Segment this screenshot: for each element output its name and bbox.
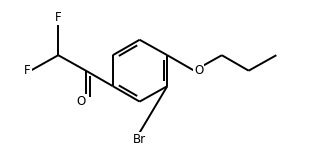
Text: Br: Br	[133, 132, 146, 146]
Text: F: F	[24, 64, 30, 77]
Text: O: O	[194, 64, 203, 77]
Text: O: O	[77, 95, 86, 108]
Text: F: F	[55, 11, 62, 24]
